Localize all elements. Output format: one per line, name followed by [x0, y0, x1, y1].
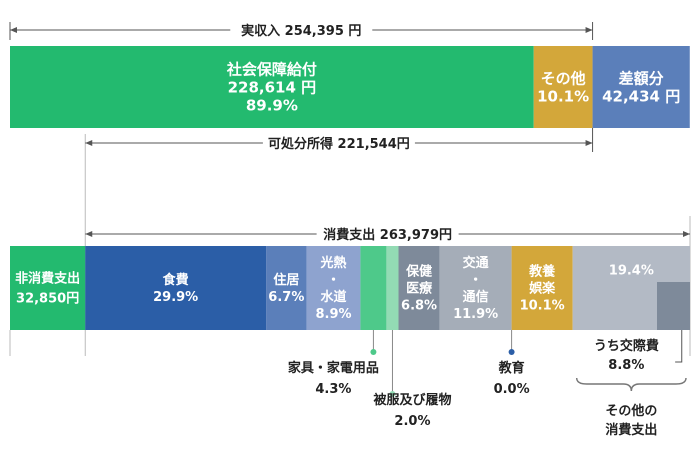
entertainment-leader [675, 330, 683, 363]
consumption-title: 消費支出 263,979円 [323, 227, 452, 243]
label-transport-line-0: 交通 [463, 255, 489, 271]
label-other_consumption-line-0: 19.4% [609, 264, 654, 279]
income-title: 実収入 254,395 円 [241, 23, 361, 39]
bar-other-income [533, 46, 593, 128]
bar-entertainment-expense [657, 282, 690, 330]
label-utilities-line-2: 水道 [320, 289, 346, 305]
bar-social-security [10, 46, 534, 128]
label-food-line-1: 29.9% [153, 290, 198, 305]
bar-clothing [386, 246, 399, 330]
brace-other-consumption [575, 377, 687, 392]
callout-label-furniture-line-1: 4.3% [315, 382, 351, 397]
bar-recreation [511, 246, 573, 330]
brace-label-line-0: その他の [605, 403, 657, 419]
label-health-line-1: 医療 [406, 281, 433, 297]
label-health-line-2: 6.8% [401, 299, 437, 314]
callout-dot-clothing [389, 391, 396, 397]
label-social-security-line-0: 社会保障給付 [226, 60, 317, 78]
label-utilities-line-3: 8.9% [315, 307, 351, 322]
label-other-income-line-1: 10.1% [537, 87, 589, 105]
callout-label-education-line-0: 教育 [498, 360, 525, 376]
callout-label-clothing-line-1: 2.0% [394, 414, 430, 429]
label-non-consumption-line-1: 32,850円 [16, 292, 79, 307]
bar-deficit [592, 46, 690, 128]
label-food-line-0: 食費 [163, 272, 189, 288]
label-recreation-line-0: 教養 [528, 264, 555, 280]
bar-utilities [306, 246, 361, 330]
callout-label-education-line-1: 0.0% [494, 382, 530, 397]
label-housing-line-0: 住居 [273, 272, 299, 288]
label-health-line-0: 保健 [405, 264, 432, 280]
disposable-title-bg [262, 133, 415, 153]
disposable-title: 可処分所得 221,544円 [268, 136, 410, 152]
label-social-security-line-1: 228,614 円 [228, 78, 317, 96]
brace-label-line-1: 消費支出 [605, 422, 657, 438]
bar-transport [439, 246, 512, 330]
income-range-arrow-left [10, 27, 17, 33]
disposable-range-arrow-left [85, 140, 93, 146]
disposable-range-arrow-right [585, 140, 593, 146]
label-recreation-line-1: 娯楽 [529, 281, 556, 297]
callout-dot-furniture [370, 349, 377, 355]
bar-furniture [360, 246, 387, 330]
label-deficit-line-0: 差額分 [619, 69, 664, 87]
label-non-consumption-line-0: 非消費支出 [15, 271, 80, 287]
bar-food [85, 246, 267, 330]
consumption-title-bg [316, 224, 459, 244]
label-transport-line-1: ・ [469, 273, 482, 288]
callout-label-furniture-line-0: 家具・家電用品 [288, 360, 379, 376]
label-social-security-line-2: 89.9% [246, 96, 298, 114]
bar-non-consumption [10, 246, 86, 330]
callout-dot-education [508, 349, 515, 355]
label-utilities-line-1: ・ [327, 273, 340, 288]
bar-housing [266, 246, 307, 330]
consumption-range-arrow-right [683, 231, 690, 237]
consumption-range-arrow-left [85, 231, 93, 237]
label-utilities-line-0: 光熱 [319, 255, 346, 271]
label-recreation-line-2: 10.1% [520, 299, 565, 314]
callout-label-clothing-line-0: 被服及び履物 [372, 392, 451, 408]
label-transport-line-3: 11.9% [453, 307, 498, 322]
income-range-arrow-right [585, 27, 593, 33]
label-deficit-line-1: 42,434 円 [602, 87, 680, 105]
bar-health [398, 246, 440, 330]
label-entertainment-expense-line-1: 8.8% [608, 358, 644, 373]
label-housing-line-1: 6.7% [268, 290, 304, 305]
income-title-bg [230, 20, 373, 40]
label-entertainment-expense-line-0: うち交際費 [594, 338, 659, 354]
label-transport-line-2: 通信 [463, 289, 489, 305]
label-other-income-line-0: その他 [541, 69, 586, 87]
